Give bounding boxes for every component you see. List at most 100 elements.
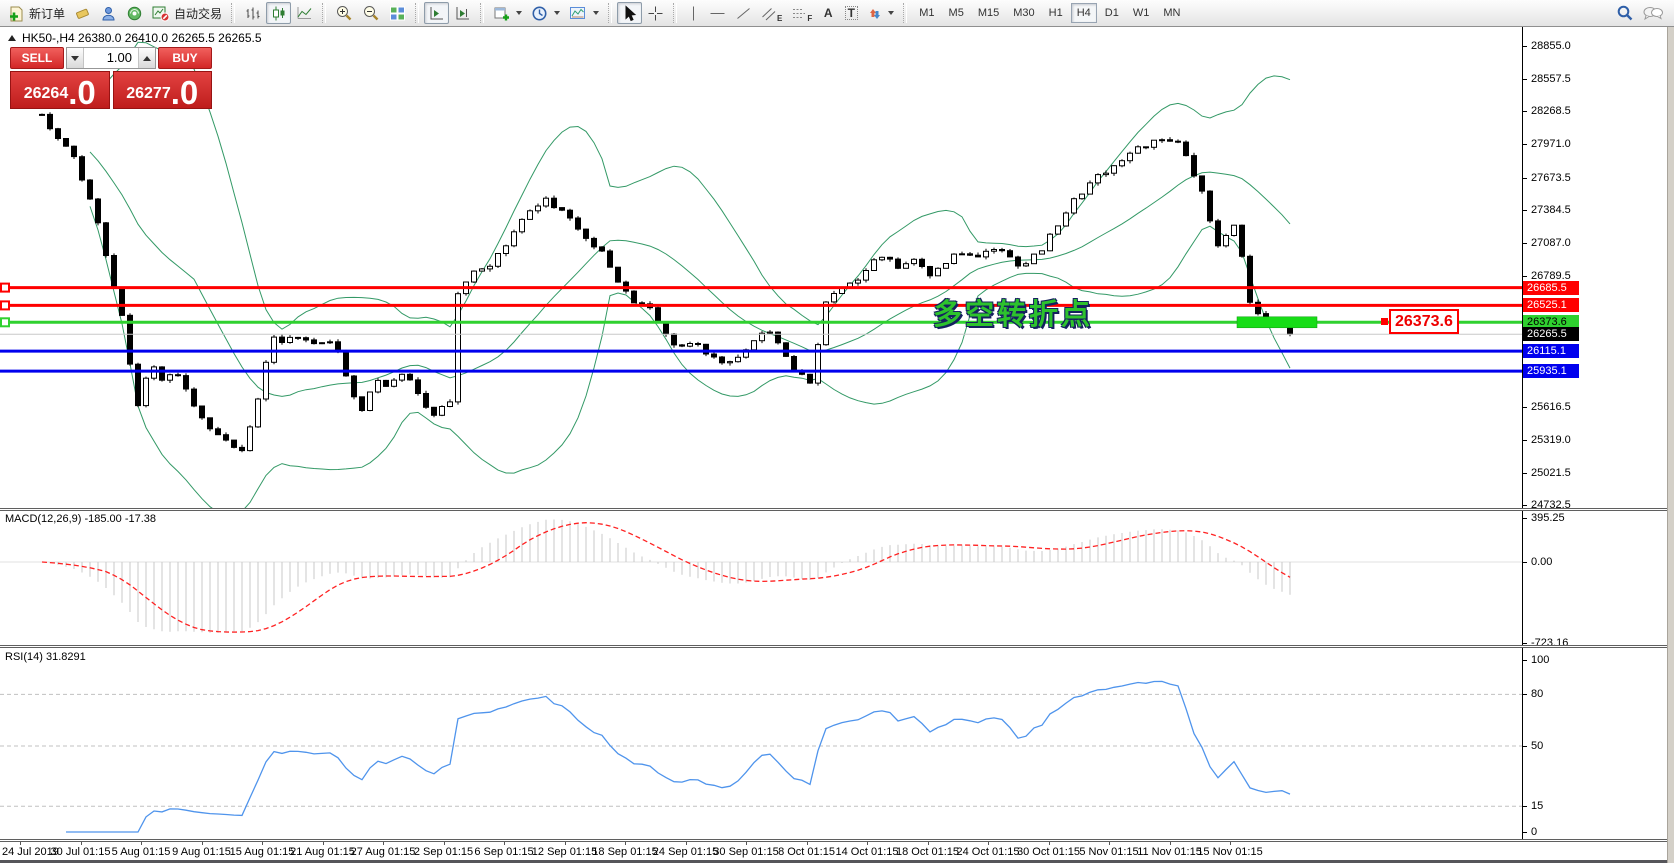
time-tick-mark bbox=[504, 842, 505, 845]
horizontal-line-button[interactable] bbox=[705, 2, 730, 24]
auto-scroll-button[interactable] bbox=[450, 2, 475, 24]
timeframe-button-h1[interactable]: H1 bbox=[1048, 7, 1063, 19]
macd-tick-mark bbox=[1522, 642, 1527, 644]
time-tick-label: 18 Sep 01:15 bbox=[592, 846, 658, 858]
collapse-one-click-icon[interactable] bbox=[8, 35, 16, 41]
caret-up-icon bbox=[143, 55, 151, 61]
time-tick-mark bbox=[443, 842, 445, 845]
sell-price-button[interactable]: 26264.0 bbox=[10, 71, 110, 109]
time-tick-mark bbox=[806, 842, 808, 845]
price-callout-label[interactable]: 26373.6 bbox=[1389, 309, 1459, 334]
periods-button[interactable] bbox=[527, 2, 564, 24]
timeframe-button-m30[interactable]: M30 bbox=[1013, 7, 1035, 19]
time-tick-label: 24 Jul 2019 bbox=[2, 846, 59, 858]
new-order-icon bbox=[8, 5, 25, 22]
templates-button[interactable] bbox=[565, 2, 603, 24]
timeframe-button-w1[interactable]: W1 bbox=[1132, 7, 1150, 19]
zoom-in-button[interactable] bbox=[331, 2, 357, 24]
price-tick-label: 27087.0 bbox=[1531, 236, 1571, 249]
new-chart-button[interactable] bbox=[489, 2, 526, 24]
cursor-button[interactable] bbox=[617, 2, 643, 24]
price-tick-mark bbox=[1522, 79, 1527, 81]
autotrading-label: 自动交易 bbox=[174, 6, 223, 21]
text-label-button[interactable]: T bbox=[840, 2, 862, 24]
chart-annotation-text[interactable]: 多空转折点 bbox=[933, 299, 1094, 331]
macd-tick-mark bbox=[1522, 518, 1527, 519]
volume-decrease-button[interactable] bbox=[67, 48, 84, 68]
bar-chart-button[interactable] bbox=[240, 2, 265, 24]
volume-input[interactable]: 1.00 bbox=[106, 50, 132, 65]
equidistant-channel-button[interactable]: E bbox=[757, 2, 786, 24]
chart-title-text: HK50-,H4 26380.0 26410.0 26265.5 26265.5 bbox=[22, 31, 262, 45]
timeframe-button-h4[interactable]: H4 bbox=[1070, 3, 1097, 23]
time-tick-mark bbox=[988, 842, 989, 845]
time-axis[interactable]: 24 Jul 2019 30 Jul 01:15 5 Aug 01:15 9 Aug … bbox=[0, 842, 1674, 863]
crosshair-button[interactable] bbox=[643, 2, 668, 24]
time-tick-mark bbox=[322, 842, 324, 845]
panel-splitter[interactable] bbox=[0, 645, 1674, 648]
time-tick-label: 2 Sep 01:15 bbox=[413, 846, 474, 858]
timeframe-button-m1[interactable]: M1 bbox=[919, 7, 935, 19]
timeframe-button-d1[interactable]: D1 bbox=[1104, 7, 1119, 19]
profile-button[interactable] bbox=[96, 2, 121, 24]
arrows-button[interactable] bbox=[863, 2, 898, 24]
macd-panel-canvas[interactable] bbox=[0, 511, 1522, 645]
time-tick-mark bbox=[80, 842, 82, 845]
sell-button[interactable]: SELL bbox=[10, 47, 64, 69]
price-tick-label: 26789.5 bbox=[1531, 269, 1571, 282]
price-tick-label: 27971.0 bbox=[1531, 138, 1571, 151]
buy-price-button[interactable]: 26277.0 bbox=[112, 71, 212, 111]
text-button[interactable]: A bbox=[817, 2, 839, 24]
main-chart-canvas[interactable] bbox=[0, 27, 1522, 509]
time-tick-label: 15 Nov 01:15 bbox=[1197, 846, 1263, 858]
time-tick-mark bbox=[564, 842, 566, 845]
timeframe-button-m15[interactable]: M15 bbox=[977, 7, 1000, 19]
price-tick-mark bbox=[1522, 111, 1527, 113]
crosshair-icon bbox=[647, 5, 664, 22]
time-tick-label: 21 Aug 01:15 bbox=[290, 846, 355, 858]
panel-splitter[interactable] bbox=[0, 508, 1674, 511]
rsi-tick-label: 100 bbox=[1531, 654, 1550, 666]
search-icon[interactable] bbox=[1616, 4, 1634, 22]
price-tick-mark bbox=[1522, 505, 1527, 506]
rsi-indicator-label: RSI(14) 31.8291 bbox=[5, 651, 86, 663]
vertical-line-icon bbox=[687, 5, 700, 22]
volume-increase-button[interactable] bbox=[138, 48, 155, 68]
timeframe-button-mn[interactable]: MN bbox=[1163, 7, 1181, 19]
fibonacci-button[interactable]: F bbox=[787, 2, 816, 24]
price-tick-mark bbox=[1522, 472, 1527, 474]
rsi-panel-canvas[interactable] bbox=[0, 648, 1522, 839]
time-tick-mark bbox=[685, 842, 687, 845]
new-chart-icon bbox=[493, 5, 510, 22]
panel-splitter[interactable] bbox=[0, 839, 1674, 842]
timeframe-button-m5[interactable]: M5 bbox=[948, 7, 964, 19]
time-tick-label: 6 Sep 01:15 bbox=[474, 846, 534, 858]
signal-button[interactable] bbox=[122, 2, 147, 24]
chart-title: HK50-,H4 26380.0 26410.0 26265.5 26265.5 bbox=[8, 31, 262, 45]
shift-chart-end-button[interactable] bbox=[424, 2, 450, 24]
eraser-button[interactable] bbox=[70, 2, 95, 24]
new-order-button[interactable]: 新订单 bbox=[4, 2, 69, 24]
price-tick-label: 28855.0 bbox=[1531, 40, 1571, 52]
zoom-out-icon bbox=[362, 4, 380, 22]
zoom-out-button[interactable] bbox=[358, 2, 384, 24]
price-callout-anchor bbox=[1381, 318, 1388, 325]
buy-price-fraction: .0 bbox=[170, 73, 199, 111]
time-tick-label: 18 Oct 01:15 bbox=[896, 846, 959, 858]
autotrading-button[interactable]: 自动交易 bbox=[148, 2, 226, 24]
tile-windows-button[interactable] bbox=[385, 2, 410, 24]
trendline-button[interactable] bbox=[731, 2, 756, 24]
templates-icon bbox=[569, 5, 587, 22]
text-label-icon: T bbox=[844, 6, 858, 20]
price-level-badge: 26525.1 bbox=[1523, 298, 1579, 313]
community-chat-icon[interactable] bbox=[1642, 4, 1664, 22]
macd-tick-label: 0.00 bbox=[1531, 556, 1553, 568]
time-tick-mark bbox=[201, 842, 203, 845]
price-tick-mark bbox=[1522, 275, 1527, 277]
vertical-line-button[interactable] bbox=[682, 2, 704, 24]
line-chart-button[interactable] bbox=[292, 2, 317, 24]
text-icon: A bbox=[823, 6, 833, 20]
candlestick-chart-button[interactable] bbox=[266, 2, 292, 24]
toolbar-separator bbox=[415, 3, 420, 23]
buy-button[interactable]: BUY bbox=[158, 47, 212, 69]
